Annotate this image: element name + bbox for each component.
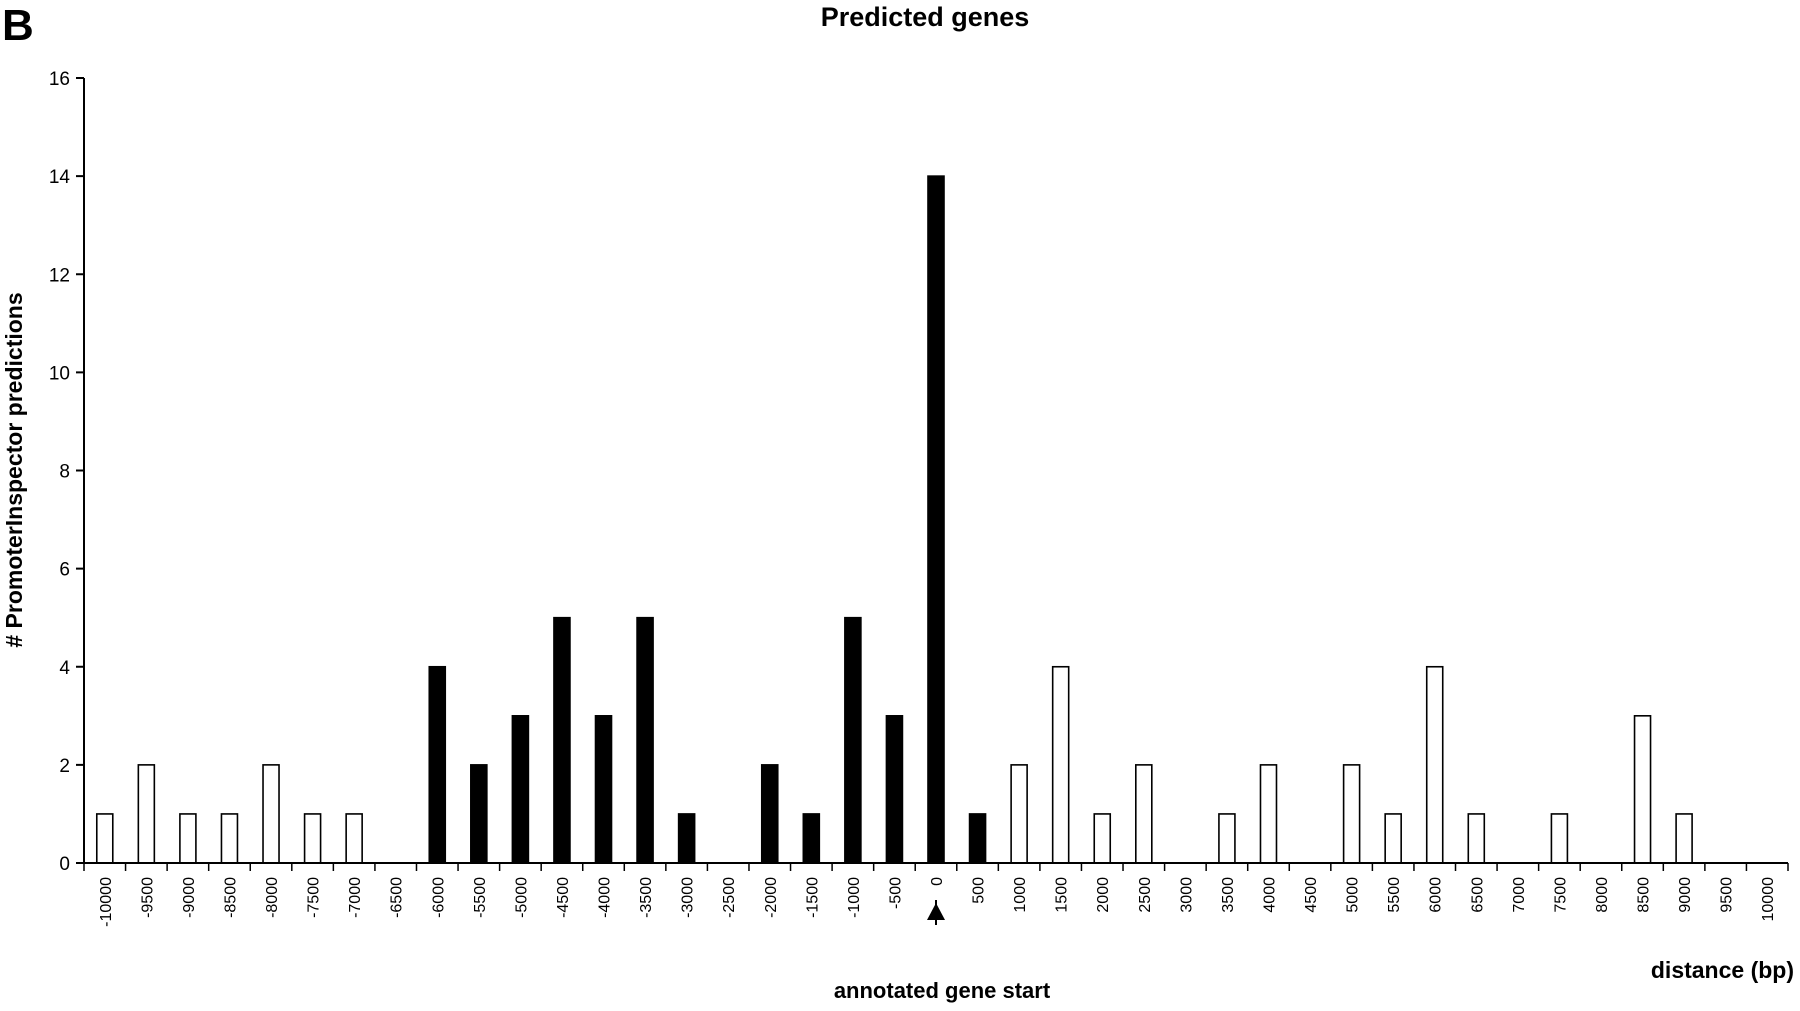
x-tick-label: 8500	[1636, 877, 1653, 913]
x-tick-label: -500	[887, 877, 904, 909]
bar--4500	[553, 616, 571, 864]
x-axis-label: distance (bp)	[1651, 957, 1794, 983]
bar--9500	[137, 764, 156, 864]
x-tick-label: -4500	[555, 877, 572, 918]
y-tick-label: 12	[49, 265, 70, 286]
x-tick-label: 8000	[1594, 877, 1611, 913]
x-tick-label: -9000	[181, 877, 198, 918]
y-tick-label: 8	[59, 462, 70, 483]
annotation-arrow-head	[927, 903, 945, 920]
y-tick-label: 4	[59, 658, 70, 679]
bar-7500	[1550, 813, 1569, 864]
bar--10000	[95, 813, 114, 864]
bar--8000	[262, 764, 280, 864]
x-tick-label: 500	[971, 877, 988, 904]
bar-9000	[1675, 813, 1693, 864]
y-tick-label: 10	[49, 363, 70, 384]
bars-group	[95, 175, 1777, 864]
bar-5000	[1342, 764, 1361, 864]
bar--1000	[844, 616, 862, 864]
x-tick-label: -8000	[264, 877, 281, 918]
bar--3500	[636, 616, 654, 864]
bar-1500	[1051, 665, 1070, 864]
bar--5500	[470, 764, 488, 864]
bar-2500	[1135, 764, 1153, 864]
bar-6500	[1467, 813, 1486, 864]
x-tick-label: 1000	[1012, 877, 1029, 913]
bar--4000	[594, 715, 613, 864]
x-tick-label: -7000	[347, 877, 364, 918]
x-tick-label: -7500	[306, 877, 323, 918]
x-tick-label: -5000	[513, 877, 530, 918]
bar-6000	[1425, 665, 1444, 864]
y-tick-label: 6	[59, 560, 70, 581]
x-tick-label: 0	[929, 877, 946, 886]
y-tick-label: 2	[59, 756, 70, 777]
x-tick-label: 2000	[1095, 877, 1112, 913]
x-tick-label: 4000	[1261, 877, 1278, 913]
y-axis-label: # PromoterInspector predictions	[1, 292, 27, 647]
x-tick-label: 5000	[1345, 877, 1362, 913]
bar--3000	[677, 813, 696, 864]
x-tick-label: -10000	[98, 877, 115, 927]
bar--1500	[802, 813, 821, 864]
bar-500	[968, 813, 987, 864]
bar-8500	[1633, 715, 1652, 864]
x-tick-label: 10000	[1760, 877, 1777, 922]
x-tick-label: 5500	[1386, 877, 1403, 913]
bar--8500	[220, 813, 239, 864]
x-tick-label: 2500	[1137, 877, 1154, 913]
annotation-label: annotated gene start	[834, 978, 1051, 1003]
x-tick-label: -2500	[721, 877, 738, 918]
x-tick-label: -9500	[139, 877, 156, 918]
x-tick-label: 3000	[1178, 877, 1195, 913]
x-tick-label: 9000	[1677, 877, 1694, 913]
bar-4000	[1259, 764, 1278, 864]
x-tick-label: -3500	[638, 877, 655, 918]
x-tick-label: 4500	[1303, 877, 1320, 913]
bar--6000	[428, 665, 447, 864]
x-tick-label: -3000	[680, 877, 697, 918]
bar--7500	[303, 813, 322, 864]
x-tick-label: 7500	[1552, 877, 1569, 913]
y-tick-label: 14	[49, 167, 71, 188]
annotation-group: annotated gene start	[834, 900, 1051, 1003]
bar-0	[927, 175, 945, 864]
x-tick-label: 9500	[1719, 877, 1736, 913]
x-tick-label: -6000	[430, 877, 447, 918]
x-tick-label: -2000	[763, 877, 780, 918]
y-tick-label: 16	[49, 69, 70, 90]
bar--2000	[760, 764, 779, 864]
bar--9000	[179, 813, 197, 864]
x-tick-label: 6000	[1428, 877, 1445, 913]
bar--5000	[511, 715, 530, 864]
bar--7000	[345, 813, 363, 864]
bar-5500	[1384, 813, 1402, 864]
x-tick-label: -1500	[804, 877, 821, 918]
x-tick-label: 6500	[1469, 877, 1486, 913]
y-tick-label: 0	[59, 854, 70, 875]
bar-1000	[1010, 764, 1028, 864]
bar-3500	[1218, 813, 1236, 864]
x-tick-label: -4000	[597, 877, 614, 918]
bar-2000	[1093, 813, 1112, 864]
bar--500	[885, 715, 904, 864]
x-tick-label: 3500	[1220, 877, 1237, 913]
x-tick-label: -1000	[846, 877, 863, 918]
chart-title: Predicted genes	[821, 2, 1030, 32]
x-tick-label: 1500	[1054, 877, 1071, 913]
x-tick-label: -5500	[472, 877, 489, 918]
x-tick-label: -6500	[389, 877, 406, 918]
x-tick-label: -8500	[222, 877, 239, 918]
panel-label: B	[2, 1, 34, 50]
x-tick-label: 7000	[1511, 877, 1528, 913]
